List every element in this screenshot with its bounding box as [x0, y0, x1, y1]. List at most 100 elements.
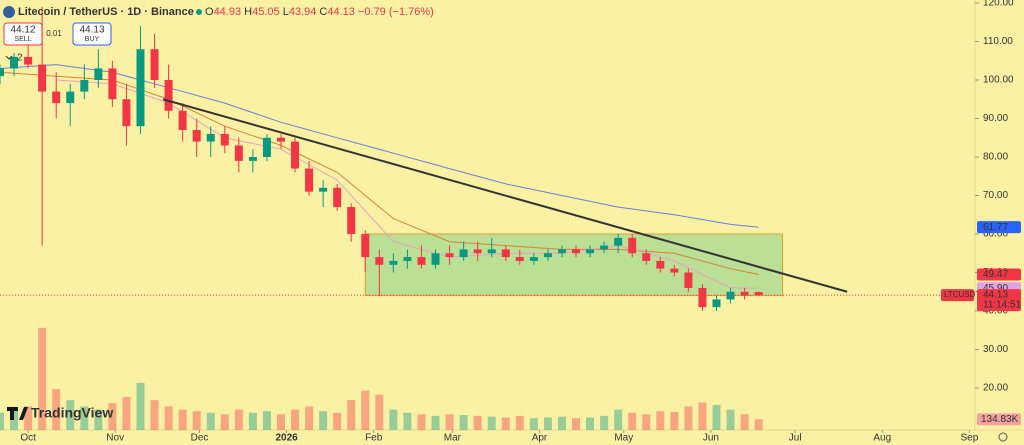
low: 43.94 — [289, 6, 317, 18]
volume-bar — [347, 400, 356, 430]
h-label: H — [244, 6, 252, 18]
candle-body — [94, 68, 103, 80]
y-tick-label: 80.00 — [983, 152, 1008, 163]
x-tick-label: Mar — [444, 433, 462, 444]
sell-button[interactable] — [3, 22, 43, 46]
volume-bar — [670, 411, 679, 430]
candle-body — [586, 249, 595, 254]
volume-bar — [24, 406, 33, 430]
candle-body — [515, 257, 524, 261]
volume-bar — [10, 409, 19, 430]
volume-bar — [656, 411, 665, 430]
plot — [0, 6, 975, 430]
candle-body — [192, 130, 201, 142]
volume-bar — [712, 404, 721, 430]
logo: TradingView — [31, 405, 113, 421]
candle-body — [670, 268, 679, 273]
symbol: Litecoin / TetherUS · 1D · Binance — [18, 6, 194, 18]
candle-body — [276, 137, 285, 142]
volume-bar — [557, 416, 566, 430]
candle-body — [234, 145, 243, 161]
candle-body — [248, 157, 257, 161]
candle-body — [52, 91, 61, 104]
volume-bar — [740, 414, 749, 430]
candle-body — [487, 249, 496, 254]
candle-body — [459, 249, 468, 258]
volume-bar — [487, 416, 496, 430]
volume-bar — [501, 417, 510, 430]
candle-body — [642, 253, 651, 261]
volume-bar — [417, 414, 426, 430]
price-tag — [977, 221, 1021, 234]
volume-bar — [389, 409, 398, 430]
candle-body — [10, 56, 19, 69]
volume-bar — [628, 412, 637, 430]
candle-body — [108, 68, 117, 100]
c-label: C — [319, 6, 327, 18]
volume-bar — [698, 402, 707, 430]
candle-body — [529, 257, 538, 261]
volume-bar — [445, 414, 454, 430]
volume-bar — [543, 417, 552, 430]
candle-body — [24, 56, 33, 65]
volume-bar — [642, 414, 651, 430]
volume-bar — [515, 415, 524, 430]
settings-icon[interactable] — [998, 432, 1008, 442]
volume-tag-label: 134.83K — [981, 414, 1019, 425]
countdown: 11:14:51 — [983, 300, 1022, 311]
candle-body — [80, 80, 89, 92]
coin-icon — [3, 6, 15, 18]
volume-bar — [614, 409, 623, 430]
x-tick-label: Dec — [191, 433, 209, 444]
sell-label: SELL — [14, 36, 31, 43]
x-tick-label: Jul — [789, 433, 802, 444]
candle-body — [754, 292, 763, 296]
symbol-tag — [941, 289, 974, 302]
candle-body — [305, 168, 314, 192]
volume-bar — [333, 412, 342, 430]
volume-bar — [276, 414, 285, 430]
volume-tag — [977, 413, 1021, 426]
candle-body — [431, 253, 440, 265]
volume-bar — [108, 403, 117, 430]
candle-body — [361, 234, 370, 258]
open: 44.93 — [214, 6, 242, 18]
candle-body — [178, 110, 187, 131]
volume-bar — [136, 382, 145, 430]
collapse-chevron[interactable] — [5, 55, 13, 60]
moving-average — [0, 64, 759, 228]
buy-button[interactable] — [72, 22, 112, 46]
candle-body — [164, 80, 173, 111]
volume-bar — [529, 418, 538, 430]
volume-bar — [319, 411, 328, 430]
candle-body — [614, 237, 623, 246]
volume-bar — [726, 409, 735, 430]
volume-bar — [80, 406, 89, 430]
volume-bar — [178, 409, 187, 430]
spread: 0.01 — [46, 29, 62, 38]
candle-body — [473, 249, 482, 254]
candle-body — [543, 253, 552, 258]
volume-bar — [122, 397, 131, 430]
candle-body — [262, 137, 271, 157]
y-tick-label: 20.00 — [983, 383, 1008, 394]
volume-bar — [206, 412, 215, 430]
volume-bar — [262, 411, 271, 430]
candle-body — [712, 299, 721, 308]
candle-body — [0, 68, 4, 77]
volume-bar — [572, 418, 581, 430]
candle-body — [628, 237, 637, 254]
high: 45.05 — [252, 6, 280, 18]
y-tick-label: 90.00 — [983, 113, 1008, 124]
y-tick-label: 100.00 — [983, 75, 1014, 86]
candle-body — [572, 249, 581, 254]
y-tick-label: 30.00 — [983, 344, 1008, 355]
ohlc: O44.93 H45.05 L43.94 C44.13 −0.79 (−1.76… — [205, 6, 434, 18]
volume-bar — [220, 414, 229, 430]
last-price-label: 44.13 — [983, 290, 1008, 301]
l-label: L — [283, 6, 289, 18]
x-tick-label: 2026 — [275, 433, 298, 444]
volume-bar — [234, 409, 243, 430]
